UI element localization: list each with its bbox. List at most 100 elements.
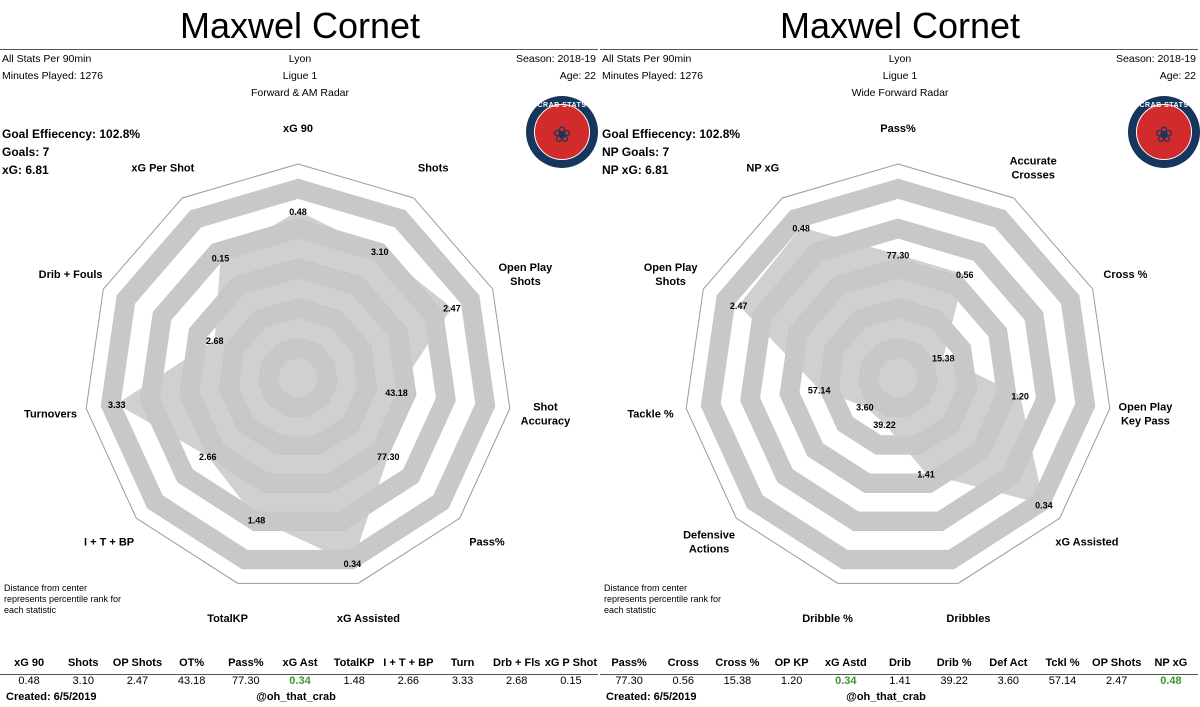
table-header-cell: Cross %	[715, 657, 760, 669]
league-name: Ligue 1	[882, 70, 918, 82]
key-stats: Goal Effiecency: 102.8% NP Goals: 7 NP x…	[602, 125, 740, 179]
table-value-cell: 0.56	[672, 675, 694, 687]
radar-axis-label: TotalKP	[207, 613, 248, 625]
age: Age: 22	[1159, 70, 1196, 82]
radar-value-label: 3.10	[371, 247, 389, 257]
radar-value-label: 0.15	[212, 253, 230, 263]
team-name: Lyon	[288, 53, 312, 65]
radar-value-label: 2.68	[206, 336, 224, 346]
table-header-cell: xG 90	[14, 657, 45, 669]
radar-axis-label: Shots	[510, 276, 541, 288]
table-header-cell: I + T + BP	[383, 657, 434, 669]
radar-axis-label: Crosses	[1011, 170, 1054, 182]
table-value-cell: 2.66	[397, 675, 420, 687]
radar-data-area	[738, 227, 1044, 505]
crab-stats-logo: CRAB STATS ❀	[526, 96, 598, 168]
radar-ring-edge	[740, 218, 1056, 532]
table-header-cell: Drib %	[936, 657, 972, 669]
forward-am-radar-panel: Maxwel Cornet All Stats Per 90min Minute…	[0, 5, 600, 703]
table-header-cell: xG P Shot	[544, 657, 598, 669]
table-header-cell: Tckl %	[1045, 657, 1080, 669]
radar-ring-edge	[858, 337, 938, 417]
table-value-cell: 0.48	[1160, 675, 1182, 687]
table-header-cell: Drb + Fls	[493, 657, 541, 669]
header-divider	[600, 49, 1198, 50]
radar-axis-label: Key Pass	[1121, 416, 1170, 428]
season: Season: 2018-19	[1116, 53, 1196, 65]
radar-value-label: 39.22	[873, 420, 896, 430]
crab-stats-logo: CRAB STATS ❀	[1128, 96, 1200, 168]
radar-value-label: 43.18	[385, 388, 408, 398]
logo-text: CRAB STATS	[537, 102, 587, 109]
radar-ring-edge	[140, 218, 456, 532]
radar-axis-label: xG Per Shot	[131, 163, 194, 175]
key-stats: Goal Effiecency: 102.8% Goals: 7 xG: 6.8…	[2, 125, 140, 179]
age: Age: 22	[559, 70, 596, 82]
radar-value-label: 15.38	[932, 353, 955, 363]
table-header-cell: Cross	[667, 657, 699, 669]
team-name: Lyon	[888, 53, 912, 65]
league-name: Ligue 1	[282, 70, 318, 82]
radar-axis-label: Open Play	[644, 262, 699, 274]
radar-axis-label: Shot	[533, 402, 558, 414]
np-goals: NP Goals: 7	[602, 145, 670, 159]
table-value-cell: 0.48	[18, 675, 40, 687]
table-value-cell: 1.48	[343, 675, 365, 687]
header-left: All Stats Per 90min Minutes Played: 1276	[602, 51, 703, 85]
table-value-cell: 1.41	[889, 675, 911, 687]
radar-axis-label: xG 90	[283, 123, 313, 135]
radar-value-label: 77.30	[377, 452, 400, 462]
table-header-cell: xG Astd	[824, 657, 867, 669]
table-header-row: Pass% Cross Cross % OP KP xG Astd Drib Drib % D…	[600, 657, 1200, 673]
radar-data-area	[116, 210, 452, 564]
wide-forward-radar-panel: Maxwel Cornet All Stats Per 90min Minute…	[600, 0, 1200, 707]
table-header-cell: Turn	[450, 657, 475, 669]
radar-type: Wide Forward Radar	[851, 87, 949, 99]
radar-value-label: 0.34	[344, 559, 362, 569]
table-header-cell: OP KP	[774, 657, 809, 669]
table-header-cell: Pass%	[611, 657, 647, 669]
radar-value-label: 2.47	[730, 301, 748, 311]
header-right: Season: 2018-19 Age: 22	[1116, 51, 1196, 85]
created-date: Created: 6/5/2019	[6, 691, 97, 703]
radar-axis-label: Shots	[418, 163, 449, 175]
table-value-cell: 3.33	[451, 675, 474, 687]
radar-axis-label: Actions	[689, 544, 729, 556]
table-value-cell: 0.34	[289, 675, 311, 687]
table-header-cell: OP Shots	[1092, 657, 1142, 669]
percentile-note: Distance from center represents percenti…	[4, 583, 122, 615]
header-center: Lyon Ligue 1 Wide Forward Radar	[800, 51, 1000, 102]
table-divider	[600, 674, 1198, 675]
radar-axis-label: Pass%	[469, 537, 505, 549]
radar-axis-label: NP xG	[746, 163, 779, 175]
xg-total: xG: 6.81	[2, 163, 49, 177]
table-value-cell: 2.47	[126, 675, 149, 687]
table-header-row: xG 90 Shots OP Shots OT% Pass% xG Ast TotalKP I…	[0, 657, 600, 673]
radar-ring-edge	[218, 298, 378, 455]
table-value-cell: 77.30	[615, 675, 643, 687]
table-value-cell: 15.38	[723, 675, 752, 687]
percentile-note: Distance from center represents percenti…	[604, 583, 722, 615]
radar-ring-edge	[818, 298, 978, 455]
table-divider	[0, 674, 598, 675]
table-value-cell: 3.60	[997, 675, 1020, 687]
twitter-handle: @oh_that_crab	[256, 691, 336, 703]
radar-axis-label: Shots	[655, 276, 686, 288]
table-value-cell: 0.15	[560, 675, 582, 687]
table-header-cell: xG Ast	[282, 657, 318, 669]
radar-ring-edge	[179, 258, 417, 493]
per90-label: All Stats Per 90min	[2, 53, 92, 65]
goal-efficiency: Goal Effiecency: 102.8%	[2, 127, 141, 141]
table-value-cell: 39.22	[940, 675, 968, 687]
per90-label: All Stats Per 90min	[602, 53, 692, 65]
table-value-row: 0.48 3.10 2.47 43.18 77.30 0.34 1.48 2.66 3.33 2.…	[0, 675, 600, 691]
table-header-cell: OT%	[179, 657, 205, 669]
radar-value-label: 3.60	[856, 403, 874, 413]
radar-axis-label: xG Assisted	[1055, 537, 1118, 549]
radar-ring-edge	[100, 178, 496, 570]
goal-efficiency: Goal Effiecency: 102.8%	[602, 127, 741, 141]
table-value-cell: 2.47	[1106, 675, 1128, 687]
table-value-cell: 1.20	[780, 675, 803, 687]
table-value-cell: 2.68	[506, 675, 528, 687]
radar-value-label: 2.66	[199, 452, 217, 462]
